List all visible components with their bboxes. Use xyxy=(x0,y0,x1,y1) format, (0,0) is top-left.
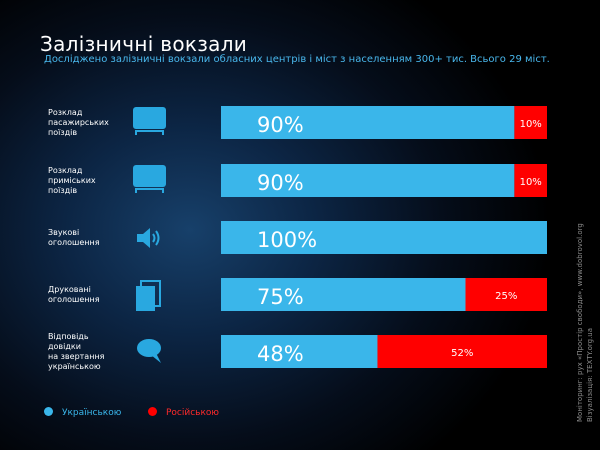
credits-monitoring-label: Моніторинг: xyxy=(576,377,584,422)
category-label-line: приміських xyxy=(48,175,96,185)
bar-russian xyxy=(377,335,547,368)
legend-item-ukrainian: Українською xyxy=(44,407,121,418)
category-label-line: Відповідь xyxy=(48,331,89,341)
category-label-line: поїздів xyxy=(48,127,78,137)
speaker-icon xyxy=(137,228,160,248)
bar-ukrainian xyxy=(221,278,466,311)
bar-russian xyxy=(514,164,547,197)
category-label-line: оголошення xyxy=(48,237,100,247)
legend-swatch xyxy=(44,407,53,416)
category-label: Друковані оголошення xyxy=(48,285,128,305)
bar-label-ukrainian: 90% xyxy=(257,113,304,137)
category-label: Відповідь довідки на звертання українською xyxy=(48,332,128,372)
bar-label-ukrainian: 90% xyxy=(257,171,304,195)
bar-label-ukrainian: 100% xyxy=(257,228,317,252)
legend-item-russian: Російською xyxy=(148,407,219,418)
category-label-line: на звертання xyxy=(48,351,105,361)
category-label-line: Звукові xyxy=(48,227,80,237)
bar-ukrainian xyxy=(221,164,515,197)
category-label: Розклад пасажирських поїздів xyxy=(48,108,128,138)
category-label-line: Друковані xyxy=(48,284,91,294)
category-label-line: Розклад xyxy=(48,107,83,117)
chart-title: Залізничні вокзали xyxy=(40,32,248,56)
legend-swatch xyxy=(148,407,157,416)
credits-monitoring: Моніторинг: рух «Простір свободи», www.d… xyxy=(575,223,585,422)
bar-ukrainian xyxy=(221,106,515,139)
bar-ukrainian xyxy=(221,221,547,254)
bar-ukrainian xyxy=(221,335,378,368)
credits-visualization-text: TEXTY.org.ua xyxy=(586,327,594,374)
bar-label-ukrainian: 48% xyxy=(257,342,304,366)
monitor-icon xyxy=(133,165,166,193)
legend-label: Російською xyxy=(166,408,220,418)
documents-icon xyxy=(136,280,161,311)
bar-label-russian: 10% xyxy=(520,177,542,188)
bar-russian xyxy=(514,106,547,139)
chart-subtitle: Досліджено залізничні вокзали обласних ц… xyxy=(44,54,550,65)
category-label: Розклад приміських поїздів xyxy=(48,166,128,196)
category-label: Звукові оголошення xyxy=(48,228,128,248)
bar-label-russian: 25% xyxy=(495,291,517,302)
credits-visualization: Візуалізація: TEXTY.org.ua xyxy=(585,223,595,422)
bar-russian xyxy=(465,278,547,311)
speech-bubble-icon xyxy=(137,339,161,363)
legend-label: Українською xyxy=(62,408,122,418)
credits-monitoring-text: рух «Простір свободи», www.dobrovol.org xyxy=(576,223,584,375)
category-label-line: Розклад xyxy=(48,165,83,175)
category-label-line: пасажирських xyxy=(48,117,109,127)
monitor-icon xyxy=(133,107,166,135)
bar-label-russian: 10% xyxy=(520,119,542,130)
credits: Моніторинг: рух «Простір свободи», www.d… xyxy=(575,223,595,422)
category-label-line: українською xyxy=(48,361,101,371)
bar-label-russian: 52% xyxy=(451,348,473,359)
category-label-line: поїздів xyxy=(48,185,78,195)
category-label-line: оголошення xyxy=(48,294,100,304)
credits-visualization-label: Візуалізація: xyxy=(586,375,594,422)
category-label-line: довідки xyxy=(48,341,81,351)
bar-label-ukrainian: 75% xyxy=(257,285,304,309)
